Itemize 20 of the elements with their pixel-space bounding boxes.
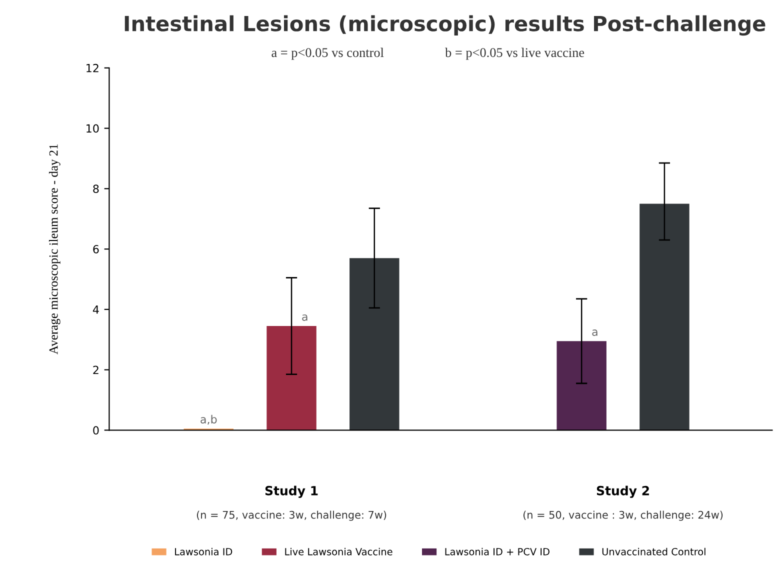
legend-label: Unvaccinated Control [602,548,706,556]
legend-label: Live Lawsonia Vaccine [285,548,392,556]
y-tick-label: 4 [92,306,99,314]
y-tick-label: 8 [93,184,99,194]
legend-label: Lawsonia ID + PCV ID [445,548,550,556]
text: b = p<0.05 vs live vaccine [445,48,584,60]
y-axis-title: Average microscopic ileum score - day 21 [48,144,60,354]
category-label: Study 2 (n = 50, vaccine : 3w, challenge: 24w) [523,486,723,521]
legend-label: Lawsonia ID [175,548,232,556]
y-tick-label: 2 [93,366,98,374]
y-tick-label: 10 [86,124,99,133]
data-label: a [302,314,308,321]
text: a = p<0.05 vs control [272,48,384,60]
data-label: a,b [200,414,217,425]
data-label: a [592,330,598,336]
chart-title: Intestinal Lesions (microscopic) results Post-challenge [124,15,766,36]
category-label: Study 1 (n = 75, vaccine: 3w, challenge: 7w) [196,486,386,521]
y-tick-label: 6 [93,245,99,254]
y-tick-label: 12 [86,64,98,72]
y-tick-label: 0 [93,426,99,435]
